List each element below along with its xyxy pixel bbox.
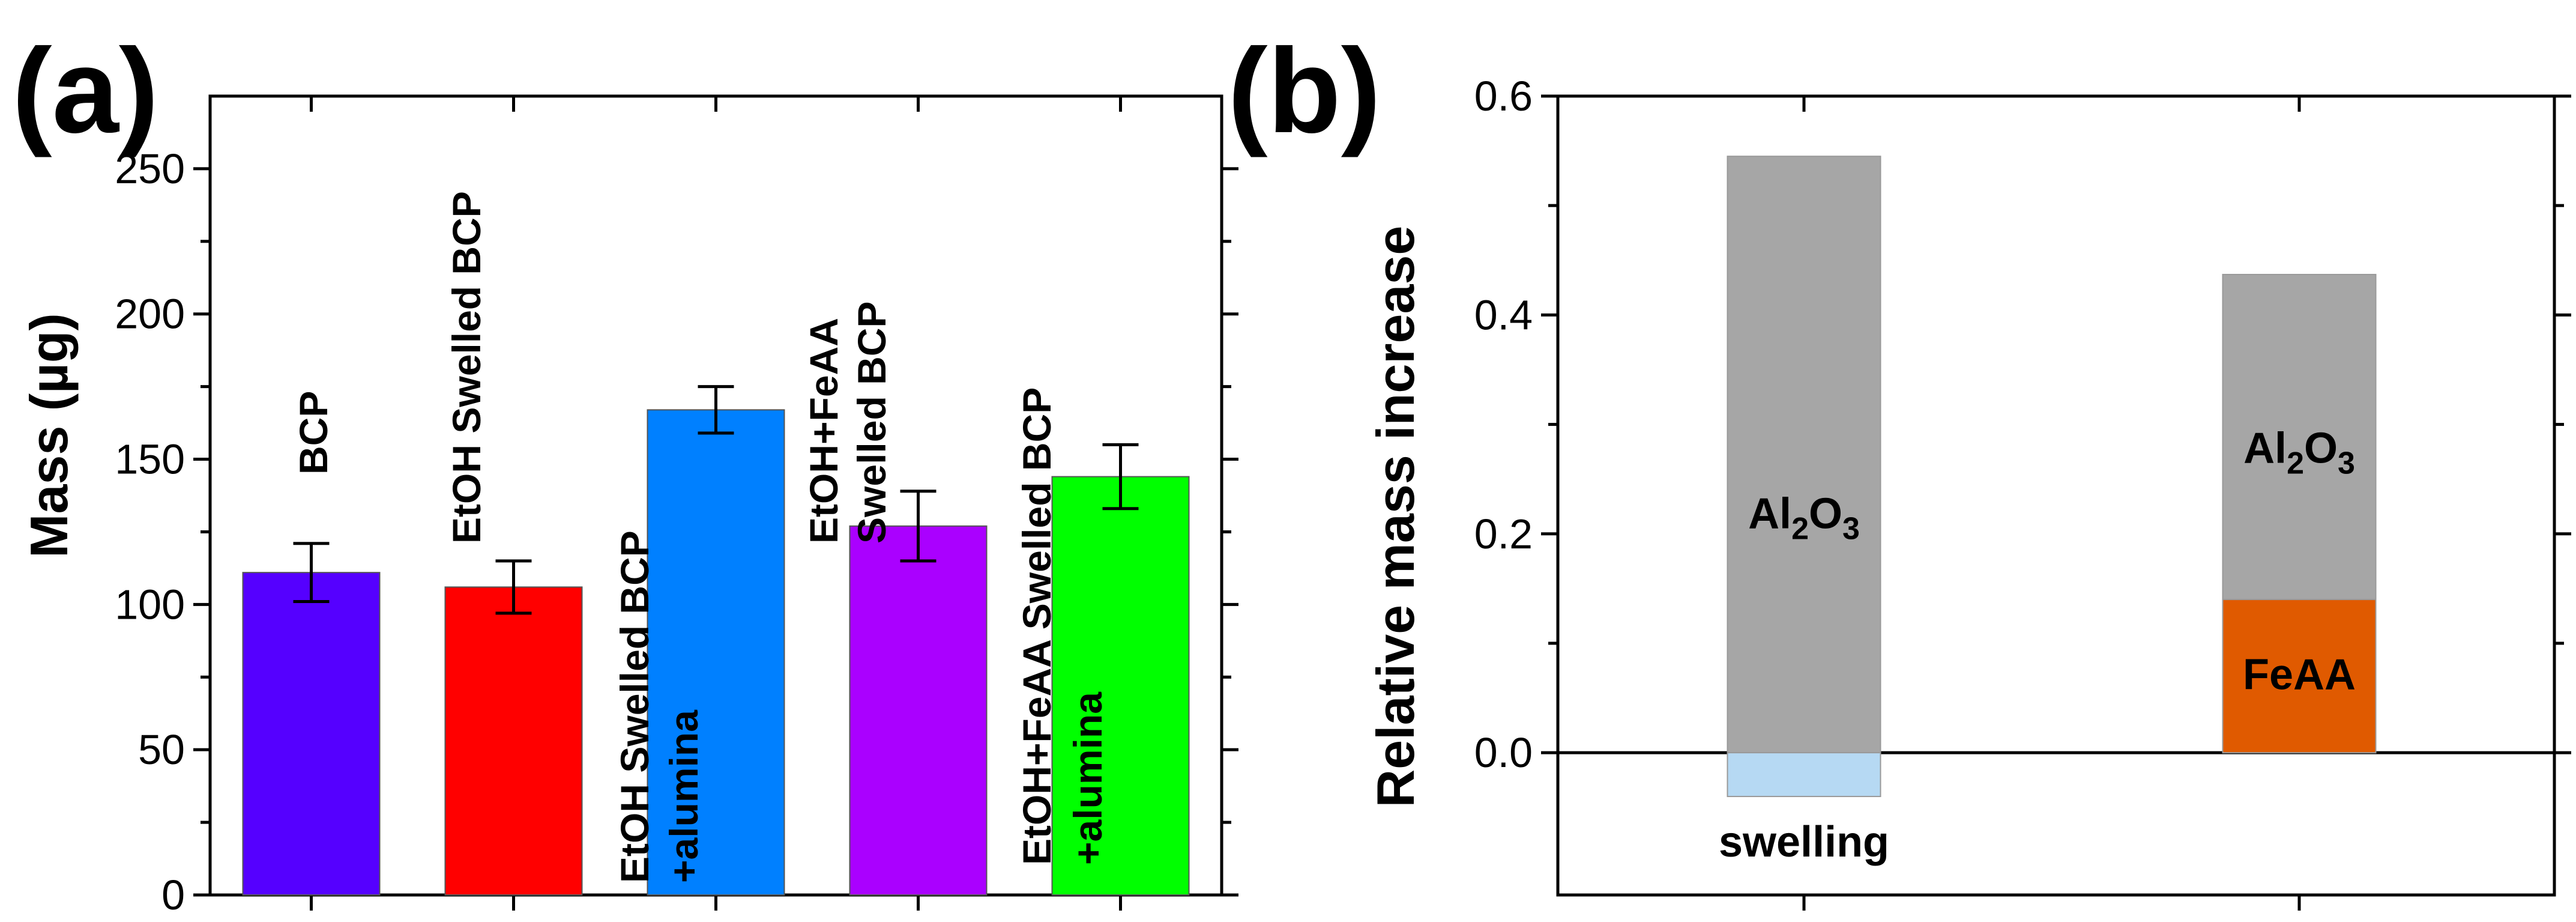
panel-a-ytick-label: 50 <box>138 726 185 773</box>
panel-b-label: (b) <box>1228 24 1381 158</box>
panel-a-ytick-label: 250 <box>115 145 185 192</box>
panel-b-al2o3-label: Al2O3 <box>2243 424 2355 481</box>
al2o3-label-part: O <box>1809 490 1842 538</box>
panel-a-ytick-label: 100 <box>115 581 185 628</box>
panel-b-bar-segment <box>1727 156 1881 754</box>
al2o3-label-part: 3 <box>2338 446 2355 481</box>
panel-a-label: (a) <box>12 24 158 158</box>
al2o3-label-part: 2 <box>1791 512 1809 547</box>
al2o3-label-part: 3 <box>1842 512 1860 547</box>
panel-b-ytick-label: 0.2 <box>1474 511 1533 557</box>
panel-a-ytick-label: 200 <box>115 291 185 338</box>
panel-a-y-axis-title: Mass (µg) <box>19 313 79 558</box>
panel-a-bar-label: +alumina <box>1066 691 1110 865</box>
al2o3-label-part: Al <box>2243 424 2287 472</box>
al2o3-label-part: O <box>2304 424 2338 472</box>
panel-a-bar-label: +alumina <box>662 709 706 883</box>
panel-b-frame <box>1556 94 2556 897</box>
panel-a-bar-label: EtOH Swelled BCP <box>612 530 657 883</box>
panel-b-bar-segment <box>1727 752 1881 798</box>
panel-b-feaa-label: FeAA <box>2243 651 2356 699</box>
panel-a-bar <box>849 525 988 896</box>
panel-a-chart: (a) Mass (µg) 0 50 100 150 200 250 BCP EtOH Sw… <box>12 24 1238 918</box>
panel-b-ytick-label: 0.4 <box>1474 291 1533 338</box>
panel-b-y-axis-title: Relative mass increase <box>1366 226 1425 808</box>
panel-a-bar <box>242 572 381 896</box>
panel-a-bar-label: EtOH+FeAA <box>801 318 846 544</box>
panel-a-bar-label: EtOH+FeAA Swelled BCP <box>1015 387 1059 865</box>
panel-a-bar <box>444 586 583 896</box>
panel-b-ytick-label: 0.6 <box>1474 73 1533 120</box>
panel-b-bar-segment <box>2222 599 2377 754</box>
panel-a-bar <box>1051 476 1190 896</box>
panel-a-ytick-label: 150 <box>115 436 185 483</box>
panel-a-bar <box>647 409 785 896</box>
panel-b-axes: 0.0 0.2 0.4 0.6 <box>1474 73 2571 911</box>
panel-a-bar-label: EtOH Swelled BCP <box>444 191 489 544</box>
panel-a-ytick-label: 0 <box>161 872 185 918</box>
panel-b-chart: (b) Relative mass increase 0.00.20.40.6 … <box>1228 24 2571 911</box>
panel-b-swelling-label: swelling <box>1719 818 1889 866</box>
panel-a-bar-label: Swelled BCP <box>849 302 894 544</box>
al2o3-label-part: Al <box>1748 490 1791 538</box>
al2o3-label-part: 2 <box>2287 446 2304 481</box>
panel-a-bar-label: BCP <box>291 391 336 475</box>
panel-b-ytick-label: 0.0 <box>1474 729 1533 776</box>
panel-b-al2o3-label: Al2O3 <box>1748 490 1860 547</box>
